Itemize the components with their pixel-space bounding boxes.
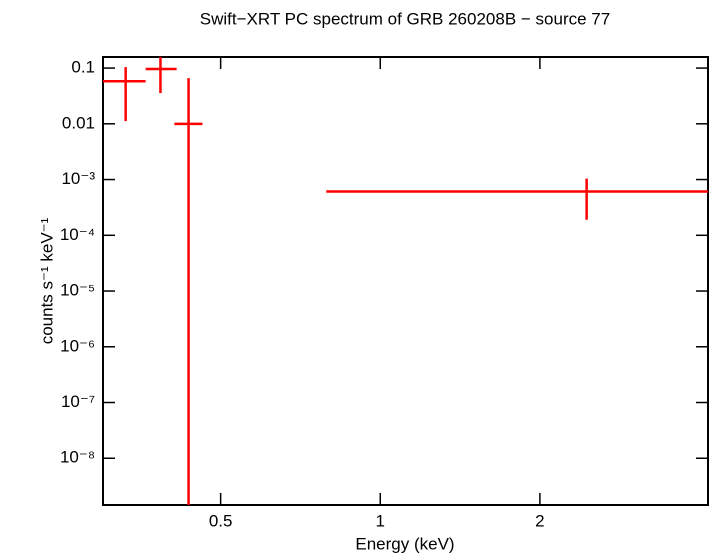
y-tick-label: 10⁻³ [61, 169, 95, 188]
y-axis-label: counts s⁻¹ keV⁻¹ [37, 217, 56, 344]
y-tick-label: 10⁻⁴ [60, 225, 95, 244]
y-tick-label: 10⁻⁶ [60, 336, 95, 355]
x-axis-label: Energy (keV) [355, 534, 454, 553]
x-tick-label: 1 [376, 511, 385, 530]
chart-title: Swift−XRT PC spectrum of GRB 260208B − s… [200, 9, 610, 28]
x-tick-label: 2 [535, 511, 544, 530]
y-tick-label: 0.01 [62, 113, 95, 132]
y-tick-label: 0.1 [71, 58, 95, 77]
y-tick-label: 10⁻⁸ [60, 448, 95, 467]
plot-area [103, 57, 708, 505]
x-tick-label: 0.5 [209, 511, 233, 530]
y-tick-label: 10⁻⁷ [61, 392, 95, 411]
plot-frame [102, 56, 709, 506]
y-tick-label: 10⁻⁵ [60, 281, 95, 300]
